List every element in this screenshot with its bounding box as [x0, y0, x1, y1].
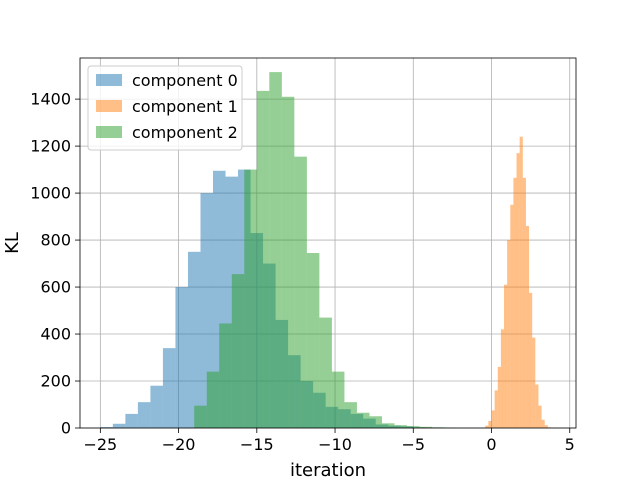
histogram-bar-series-1: [500, 329, 505, 428]
histogram-bar-series-1: [519, 136, 523, 428]
x-tick-label: 0: [486, 435, 496, 454]
histogram-bar-series-0: [150, 385, 163, 428]
histogram-bar-series-1: [522, 177, 526, 428]
histogram-bar-series-1: [535, 384, 539, 428]
histogram-bar-series-0: [162, 348, 176, 428]
histogram-bar-series-1: [532, 337, 536, 428]
histogram-bar-series-1: [488, 420, 492, 428]
legend-swatch: [96, 100, 122, 112]
legend-swatch: [96, 126, 122, 138]
histogram-bar-series-1: [491, 410, 495, 428]
histogram-bar-series-1: [494, 390, 498, 428]
histogram-bar-series-2: [231, 274, 245, 428]
histogram-bar-series-2: [319, 317, 332, 428]
histogram-bar-series-1: [541, 419, 545, 428]
y-tick-label: 400: [40, 325, 71, 344]
histogram-bar-series-2: [356, 412, 370, 428]
histogram-bar-series-2: [256, 90, 270, 428]
histogram-bar-series-1: [497, 366, 501, 428]
y-tick-label: 0: [61, 419, 71, 438]
histogram-bar-series-2: [394, 425, 408, 428]
x-tick-label: −5: [401, 435, 425, 454]
legend-swatch: [96, 74, 122, 86]
histogram-bar-series-2: [369, 416, 382, 428]
histogram-bar-series-2: [344, 402, 357, 428]
y-tick-label: 600: [40, 278, 71, 297]
histogram-bar-series-2: [331, 371, 345, 428]
histogram-bar-series-0: [137, 402, 151, 428]
histogram-bar-series-2: [407, 426, 420, 428]
x-tick-label: −20: [162, 435, 196, 454]
legend-label: component 2: [132, 123, 238, 142]
histogram-bar-series-2: [381, 423, 395, 428]
histogram-bar-series-1: [544, 425, 548, 428]
y-tick-label: 1400: [30, 90, 71, 109]
histogram-bar-series-0: [112, 423, 126, 428]
x-tick-label: −15: [240, 435, 274, 454]
x-axis: −25 −20 −15 −10 −5 0 5: [83, 428, 575, 454]
legend-box: [87, 65, 243, 151]
x-tick-label: 5: [565, 435, 575, 454]
bars: [100, 72, 551, 429]
legend-label: component 0: [132, 71, 238, 90]
y-tick-label: 1200: [30, 137, 71, 156]
histogram-bar-series-2: [206, 371, 220, 428]
histogram-bar-series-2: [281, 96, 295, 428]
x-axis-label: iteration: [290, 460, 366, 480]
y-axis: 0 200 400 600 800 1000 1200 1400: [30, 90, 80, 438]
histogram-bar-series-2: [294, 156, 307, 428]
histogram-bar-series-2: [419, 426, 433, 428]
histogram-bar-series-1: [510, 204, 514, 428]
histogram-bar-series-2: [269, 72, 282, 428]
histogram-bar-series-2: [306, 252, 320, 428]
histogram-bar-series-1: [525, 225, 530, 428]
histogram-bar-series-1: [516, 153, 520, 428]
histogram-bar-series-0: [187, 251, 201, 428]
legend: component 0 component 1 component 2: [87, 65, 243, 151]
x-tick-label: −10: [318, 435, 352, 454]
y-tick-label: 1000: [30, 184, 71, 203]
histogram-bar-series-0: [200, 193, 213, 428]
histogram-bar-series-1: [485, 425, 489, 428]
y-tick-label: 200: [40, 372, 71, 391]
histogram-bar-series-2: [219, 323, 232, 428]
x-tick-label: −25: [83, 435, 117, 454]
histogram-bar-series-1: [507, 240, 511, 428]
histogram-bar-series-1: [538, 405, 542, 428]
plot-frame: [79, 57, 577, 429]
histogram-bar-series-1: [504, 284, 508, 428]
legend-label: component 1: [132, 97, 238, 116]
y-axis-label: KL: [2, 232, 23, 254]
histogram-bar-series-2: [194, 405, 207, 428]
histogram-bar-series-0: [125, 413, 138, 428]
histogram-bar-series-0: [100, 427, 113, 428]
histogram-bar-series-0: [175, 287, 188, 428]
histogram-bar-series-2: [244, 169, 257, 429]
y-tick-label: 800: [40, 231, 71, 250]
histogram-bar-series-1: [529, 292, 533, 428]
histogram-bar-series-1: [513, 177, 517, 428]
